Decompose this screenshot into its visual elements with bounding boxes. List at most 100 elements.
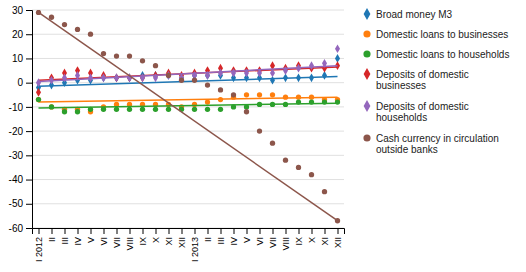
x-tick-mark — [286, 228, 287, 234]
point — [244, 92, 249, 97]
y-tick-label: 30 — [12, 5, 24, 16]
x-tick-mark — [130, 228, 131, 234]
x-tick-label: XII — [333, 237, 343, 248]
legend-symbol — [363, 134, 370, 141]
y-axis-line — [26, 11, 33, 229]
point — [296, 73, 301, 82]
x-tick-label: VIII — [125, 237, 135, 251]
legend-label: Broad money M3 — [376, 9, 453, 20]
x-tick-label: X — [307, 237, 317, 243]
y-tick-mark — [26, 83, 32, 84]
legend-symbol — [363, 30, 370, 37]
point — [62, 109, 67, 114]
x-tick-label: XI — [320, 237, 330, 246]
y-tick-label: -20 — [9, 126, 24, 137]
series — [36, 92, 340, 114]
point — [192, 107, 197, 112]
point — [218, 87, 223, 92]
x-tick-mark — [299, 228, 300, 234]
legend-item: Broad money M3 — [364, 8, 453, 20]
y-tick-label: -40 — [9, 174, 24, 185]
x-tick: VIII — [281, 228, 291, 251]
grid-line — [32, 203, 344, 204]
grid-line — [32, 131, 344, 132]
point — [205, 71, 210, 80]
x-tick-mark — [78, 228, 79, 234]
point — [218, 97, 223, 102]
x-tick: XII — [177, 228, 187, 248]
y-tick: 0 — [17, 77, 32, 88]
point — [153, 107, 158, 112]
x-tick-label: XII — [177, 237, 187, 248]
x-tick: I 2012 — [34, 228, 44, 262]
y-tick-mark — [26, 10, 32, 11]
x-tick: V — [86, 228, 96, 243]
x-tick-label: II — [203, 237, 213, 242]
x-tick: IV — [229, 228, 239, 246]
x-tick-mark — [195, 228, 196, 234]
point — [309, 61, 314, 70]
x-tick: IX — [138, 228, 148, 246]
x-tick-mark — [221, 228, 222, 234]
x-tick-mark — [208, 228, 209, 234]
y-tick: -60 — [9, 223, 32, 234]
point — [283, 66, 288, 75]
point — [140, 58, 145, 63]
point — [166, 71, 171, 80]
point — [322, 59, 327, 68]
point — [166, 73, 171, 78]
point — [114, 53, 119, 58]
series — [36, 61, 340, 96]
legend-symbol — [363, 50, 370, 57]
x-tick-mark — [234, 228, 235, 234]
x-tick-mark — [247, 228, 248, 234]
x-tick-label: VIII — [281, 237, 291, 251]
point — [140, 73, 145, 82]
point — [309, 99, 314, 104]
legend-item: Deposits of domestichouseholds — [364, 100, 469, 123]
point — [231, 104, 236, 109]
legend-symbol — [364, 100, 371, 112]
point — [114, 73, 119, 82]
legend-label: Domestic loans to households — [376, 49, 509, 60]
y-tick-mark — [26, 107, 32, 108]
x-tick-mark — [91, 228, 92, 234]
x-axis-line — [33, 229, 345, 235]
point — [127, 107, 132, 112]
x-tick-label: VI — [255, 237, 265, 246]
point — [335, 99, 340, 104]
point — [270, 92, 275, 97]
point — [322, 189, 327, 194]
x-tick-label: IX — [294, 237, 304, 246]
x-tick: V — [242, 228, 252, 243]
point — [153, 63, 158, 68]
point — [101, 51, 106, 56]
legend-item: Domestic loans to businesses — [363, 29, 508, 40]
point — [179, 73, 184, 82]
x-tick: VII — [268, 228, 278, 248]
point — [257, 128, 262, 133]
x-tick-mark — [143, 228, 144, 234]
x-axis: I 2012IIIIIIVVVIVIIVIIIIXXXIXIII 2013III… — [33, 228, 345, 262]
x-tick-mark — [65, 228, 66, 234]
point — [244, 104, 249, 109]
y-tick: -10 — [9, 102, 32, 113]
point — [36, 78, 41, 87]
point — [140, 73, 145, 82]
point — [205, 99, 210, 104]
y-tick-mark — [26, 155, 32, 156]
grid-line — [32, 179, 344, 180]
chart: -60-50-40-30-20-100102030I 2012IIIIIIVVV… — [0, 0, 526, 272]
point — [153, 73, 158, 82]
x-tick-label: IV — [73, 237, 83, 246]
x-tick: XI — [320, 228, 330, 246]
point — [88, 32, 93, 37]
point — [36, 88, 41, 97]
point — [322, 99, 327, 104]
point — [49, 15, 54, 20]
point — [296, 165, 301, 170]
x-tick: II — [47, 228, 57, 242]
x-tick-mark — [39, 228, 40, 234]
x-tick: IV — [73, 228, 83, 246]
point — [270, 102, 275, 107]
